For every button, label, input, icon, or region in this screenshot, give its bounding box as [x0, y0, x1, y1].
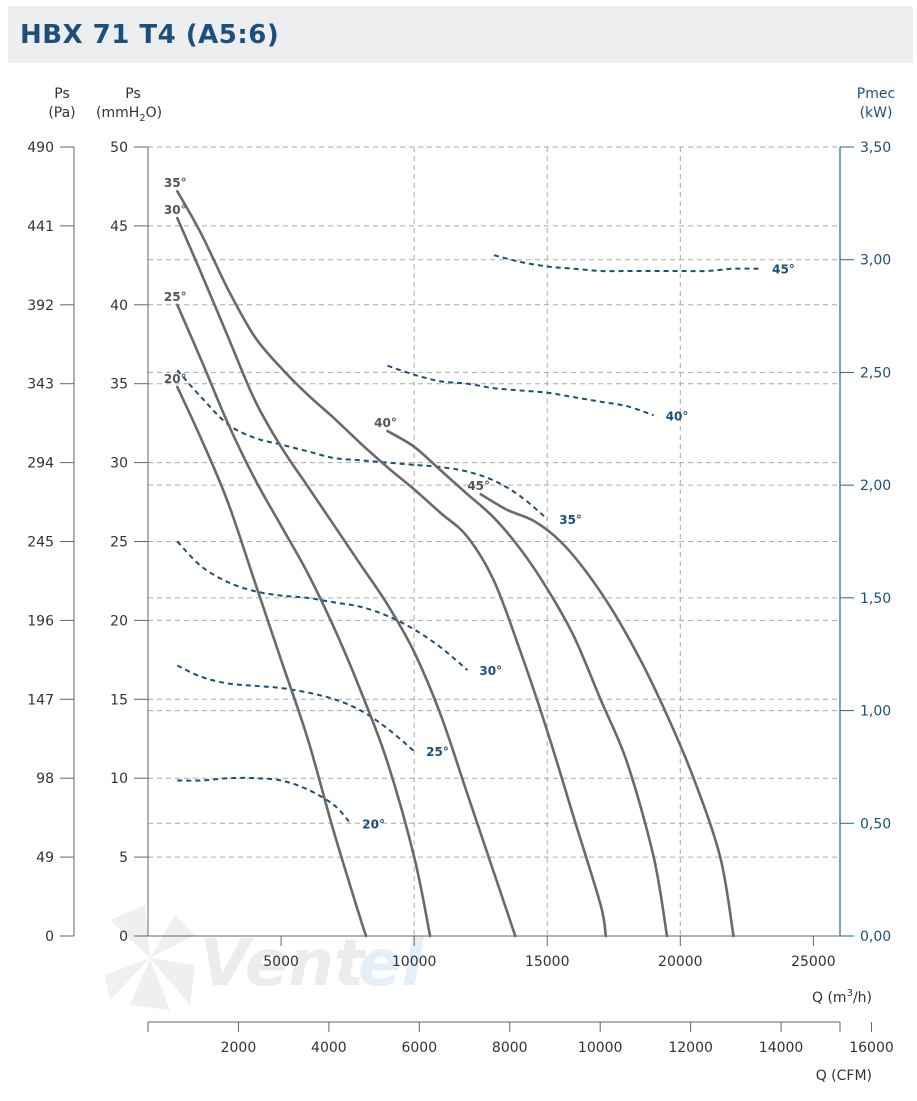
- pmec-tick-label: 3,00: [860, 253, 891, 269]
- power-curve-35deg: [176, 369, 548, 520]
- power-curve-label: 20°: [362, 817, 385, 831]
- power-curve-20deg: [177, 776, 352, 824]
- power-curve-label: 40°: [666, 409, 689, 423]
- q-cfm-tick-label: 10000: [578, 1040, 623, 1056]
- power-curve-label: 30°: [479, 664, 502, 678]
- ps-mm-tick-label: 0: [119, 929, 128, 945]
- axes: 4904413923432942451961479849050454035302…: [27, 140, 894, 1056]
- q-cfm-tick-label: 6000: [401, 1040, 437, 1056]
- pmec-tick-label: 1,00: [860, 704, 891, 720]
- q-m3h-tick-label: 25000: [791, 954, 836, 970]
- ps-pa-tick-label: 490: [27, 140, 54, 156]
- watermark-text-a: Vent: [200, 927, 367, 1001]
- q-cfm-tick-label: 4000: [311, 1040, 347, 1056]
- ps-mm-tick-label: 40: [110, 298, 128, 314]
- q-m3h-tick-label: 10000: [392, 954, 437, 970]
- q-cfm-tick-label: 12000: [668, 1040, 713, 1056]
- ps-mm-tick-label: 30: [110, 456, 128, 472]
- power-curve-label: 35°: [559, 513, 582, 527]
- ps-mm-tick-label: 15: [110, 692, 128, 708]
- pmec-tick-label: 2,00: [860, 478, 891, 494]
- q-cfm-axis-label: Q (CFM): [816, 1068, 872, 1084]
- q-cfm-tick-label: 2000: [221, 1040, 257, 1056]
- q-cfm-tick-label: 8000: [492, 1040, 528, 1056]
- ps-pa-label-top: Ps: [54, 86, 70, 102]
- pressure-curve-label: 45°: [467, 479, 490, 493]
- ps-mm-tick-label: 20: [110, 613, 128, 629]
- power-curve-label: 45°: [772, 263, 795, 277]
- pmec-label-top: Pmec: [857, 86, 895, 102]
- chart-title: HBX 71 T4 (A5:6): [20, 20, 280, 50]
- pressure-curve-label: 35°: [164, 176, 187, 190]
- ps-mm-tick-label: 25: [110, 535, 128, 551]
- pressure-curve-45deg: [479, 492, 735, 938]
- ps-pa-tick-label: 98: [36, 771, 54, 787]
- ps-pa-tick-label: 441: [27, 219, 54, 235]
- ps-pa-tick-label: 196: [27, 613, 54, 629]
- power-curves: [176, 254, 761, 824]
- power-curve-label: 25°: [426, 745, 449, 759]
- power-curve-25deg: [176, 664, 415, 752]
- pressure-curve-25deg: [176, 303, 432, 938]
- pressure-curve-label: 40°: [374, 416, 397, 430]
- q-m3h-tick-label: 5000: [263, 954, 299, 970]
- pressure-curve-40deg: [386, 429, 669, 938]
- ps-mm-tick-label: 45: [110, 219, 128, 235]
- ps-pa-tick-label: 49: [36, 850, 54, 866]
- pressure-curve-20deg: [176, 385, 368, 938]
- ps-mm-label-unit: (mmH2O): [96, 105, 162, 124]
- pressure-curves: [176, 189, 735, 938]
- pressure-curve-label: 25°: [164, 290, 187, 304]
- watermark-text-b: el: [358, 927, 424, 1001]
- fan-logo-icon: [105, 905, 195, 1010]
- ps-pa-tick-label: 0: [45, 929, 54, 945]
- pmec-tick-label: 0,00: [860, 929, 891, 945]
- curve-labels: 20° 25° 30° 35° 40° 45° 20° 25° 30° 35° 40° 45°: [164, 176, 795, 831]
- ps-pa-tick-label: 294: [27, 456, 54, 472]
- q-cfm-tick-label: 16000: [849, 1040, 894, 1056]
- pmec-tick-label: 3,50: [860, 140, 891, 156]
- ps-mm-label-top: Ps: [125, 86, 141, 102]
- watermark-logo: Vent el: [105, 905, 424, 1010]
- ps-pa-label-bottom: (Pa): [48, 105, 75, 121]
- ps-mm-tick-label: 50: [110, 140, 128, 156]
- pmec-tick-label: 1,50: [860, 591, 891, 607]
- chart-header: HBX 71 T4 (A5:6): [8, 6, 913, 63]
- ps-mm-tick-label: 35: [110, 377, 128, 393]
- ps-pa-tick-label: 147: [27, 692, 54, 708]
- q-m3h-axis-label: Q (m3/h): [812, 988, 872, 1006]
- ps-pa-tick-label: 392: [27, 298, 54, 314]
- power-curve-30deg: [176, 540, 469, 671]
- pressure-curve-label: 20°: [164, 372, 187, 386]
- q-m3h-tick-label: 20000: [658, 954, 703, 970]
- pressure-curve-35deg: [176, 189, 608, 938]
- ps-pa-tick-label: 343: [27, 377, 54, 393]
- pmec-tick-label: 0,50: [860, 816, 891, 832]
- power-curve-40deg: [387, 364, 655, 417]
- power-curve-45deg: [493, 254, 761, 273]
- pressure-curve-30deg: [176, 216, 517, 938]
- pmec-tick-label: 2,50: [860, 365, 891, 381]
- q-cfm-tick-label: 14000: [759, 1040, 804, 1056]
- pmec-label-bottom: (kW): [860, 105, 893, 121]
- ps-mm-tick-label: 10: [110, 771, 128, 787]
- q-m3h-tick-label: 15000: [525, 954, 570, 970]
- pressure-curve-label: 30°: [164, 203, 187, 217]
- ps-pa-tick-label: 245: [27, 535, 54, 551]
- grid: [148, 146, 840, 936]
- ps-mm-tick-label: 5: [119, 850, 128, 866]
